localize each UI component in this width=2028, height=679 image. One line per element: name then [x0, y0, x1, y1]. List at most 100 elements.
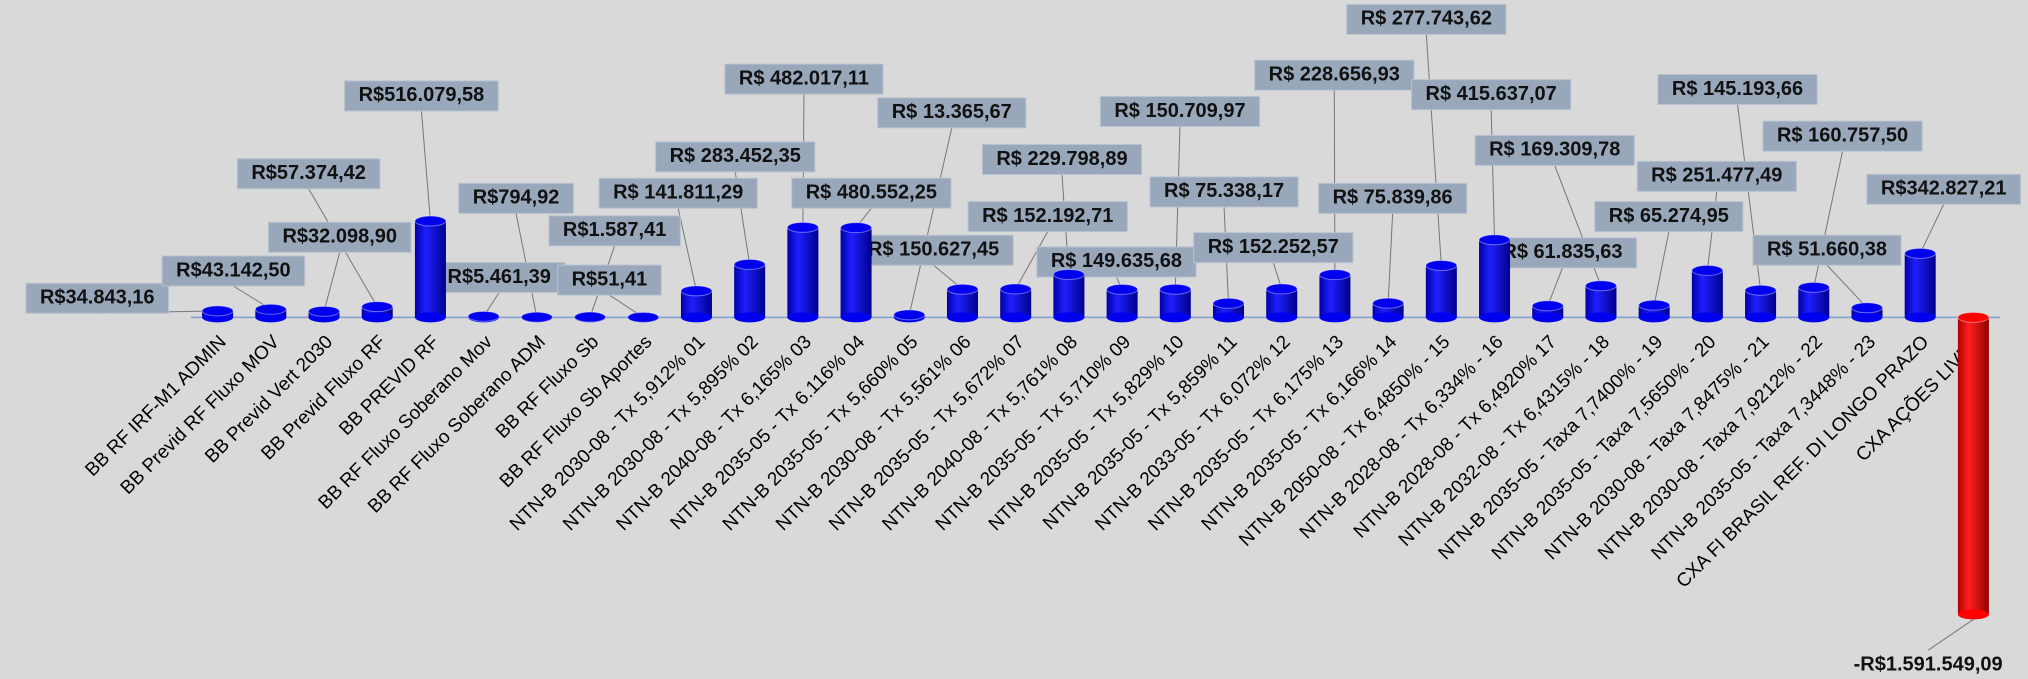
bar-top	[1212, 297, 1245, 309]
bar-body	[1585, 285, 1617, 318]
bar-top	[201, 305, 234, 317]
bar	[627, 311, 660, 323]
bar	[1052, 268, 1085, 323]
bar	[1425, 259, 1458, 323]
bar	[308, 305, 341, 323]
bar-top	[1318, 269, 1351, 281]
bar-body	[1957, 317, 1989, 615]
bar	[1691, 264, 1724, 323]
bar-body	[1053, 274, 1085, 318]
x-tick-label: NTN-B 2035-05 - Tx 6,166% 14	[1198, 331, 1402, 535]
value-label: R$ 13.365,67	[892, 101, 1012, 123]
bar-top	[520, 311, 553, 323]
value-label: R$ 75.839,86	[1333, 187, 1453, 209]
bar	[1106, 283, 1139, 323]
bar	[1584, 280, 1617, 323]
label-box	[1254, 59, 1415, 91]
value-label: R$57.374,42	[251, 162, 366, 184]
x-tick-label: NTN-B 2040-08 - Tx 6,165% 03	[612, 332, 816, 536]
leader-line	[1927, 619, 1974, 651]
bar-bottom	[255, 312, 287, 323]
value-label: R$ 229.798,89	[996, 148, 1127, 170]
label-box	[853, 234, 1014, 266]
leader-line	[1387, 213, 1394, 304]
leader-line	[1653, 231, 1670, 306]
bar-bottom	[1266, 312, 1298, 323]
label-box	[1193, 232, 1354, 264]
bar-top	[361, 301, 394, 313]
bar-top	[627, 311, 660, 323]
bar-bottom	[1745, 312, 1777, 323]
label-box	[1474, 134, 1635, 166]
bar	[1531, 300, 1564, 323]
leader-line	[323, 252, 341, 312]
bar-top	[1159, 283, 1192, 295]
x-tick-label: NTN-B 2035-05 - Tx 6,175% 13	[1144, 332, 1348, 536]
bar-body	[361, 306, 393, 318]
label-box	[458, 182, 574, 214]
bar	[946, 283, 979, 323]
leader-line	[1425, 34, 1442, 266]
bar-top	[680, 285, 713, 297]
x-tick-label: NTN-B 2030-08 - Tx 5,912% 01	[506, 332, 710, 536]
value-label: R$ 152.252,57	[1208, 236, 1339, 258]
bar-bottom	[1851, 312, 1883, 323]
label-box	[1318, 182, 1468, 214]
leader-line	[677, 208, 697, 291]
label-box	[267, 221, 412, 253]
bar-body	[1319, 274, 1351, 318]
bar-bottom	[1372, 312, 1404, 323]
bar-bottom	[1000, 312, 1032, 323]
label-box	[655, 141, 816, 173]
value-label: R$ 480.552,25	[806, 181, 937, 203]
bar	[1638, 299, 1671, 323]
bar-top	[1478, 234, 1511, 246]
x-tick-label: NTN-B 2035-05 - Tx 5,710% 09	[932, 332, 1136, 536]
labels: R$34.843,16 R$43.142,50 R$32.098,90 R$57.37…	[25, 3, 2022, 675]
bar-bottom	[1691, 312, 1723, 323]
bar-bottom	[1798, 312, 1830, 323]
bar-body	[1691, 270, 1723, 318]
label-box	[1099, 96, 1261, 128]
bar-body	[1479, 239, 1511, 318]
bar	[999, 283, 1032, 323]
value-label: R$32.098,90	[282, 226, 397, 248]
leader-line	[1919, 204, 1945, 254]
value-label: R$794,92	[473, 187, 560, 209]
bar	[840, 222, 873, 323]
label-box	[1866, 173, 2022, 205]
x-tick-label: NTN-B 2035-05 - Tx 5,859% 11	[1039, 332, 1242, 535]
bar	[574, 311, 607, 323]
bar-top	[1638, 299, 1671, 311]
value-label: R$51,41	[572, 268, 648, 290]
value-label: R$1.587,41	[563, 219, 666, 241]
bar-top	[254, 303, 287, 315]
label-box	[1594, 201, 1744, 233]
bar-bottom	[1638, 312, 1670, 323]
leader-line	[908, 127, 953, 315]
bar-bottom	[1957, 609, 1989, 620]
bar	[467, 310, 500, 323]
bar-bottom	[1106, 312, 1138, 323]
bar-bottom	[840, 312, 872, 323]
x-tick-label: NTN-B 2030-08 - Tx 5,561% 06	[772, 332, 976, 536]
leader-line	[1547, 267, 1563, 306]
bar-body	[1425, 265, 1457, 318]
value-label: R$ 482.017,11	[739, 67, 869, 89]
bar-bottom	[1053, 312, 1085, 323]
bar-top	[1372, 297, 1405, 309]
value-label: R$ 149.635,68	[1051, 250, 1182, 272]
value-label: R$ 75.338,17	[1164, 180, 1284, 202]
bar	[1212, 297, 1245, 323]
value-label: R$ 65.274,95	[1609, 205, 1729, 227]
bar-bottom	[1532, 312, 1564, 323]
bar-body	[1798, 287, 1830, 318]
label-box	[1487, 237, 1638, 269]
bar-bottom	[1585, 312, 1617, 323]
x-tick-label: NTN-B 2040-08 - Tx 5,761% 08	[878, 332, 1082, 536]
bar-top	[1850, 302, 1883, 314]
label-box	[161, 255, 306, 287]
value-label: -R$1.591.549,09	[1854, 653, 2003, 675]
